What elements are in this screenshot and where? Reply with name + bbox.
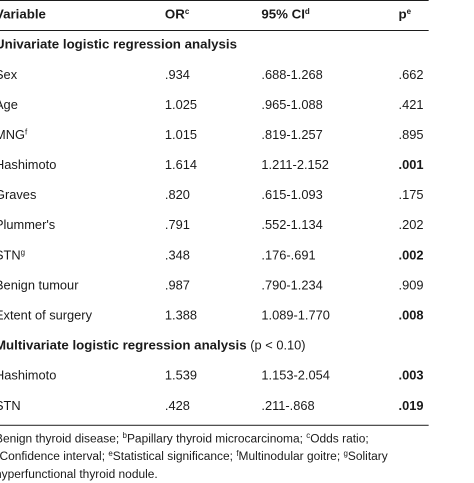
header-ci: 95% CId — [261, 7, 310, 23]
cell-p: .662 — [398, 68, 424, 83]
cell-variable: Extent of surgery — [0, 308, 93, 324]
cell-or: .987 — [164, 278, 190, 293]
cell-ci: 1.211-2.152 — [261, 158, 329, 173]
cell-variable: Graves — [0, 188, 37, 203]
section-title-univariate: Univariate logistic regression analysis — [0, 37, 238, 53]
table-row: Age 1.025 .965-1.088 .421 — [0, 90, 429, 120]
cell-ci: .552-1.134 — [261, 218, 323, 233]
cell-p: .895 — [398, 128, 424, 143]
cell-p: .008 — [398, 308, 424, 324]
header-row: Variable ORc 95% CId pe — [0, 0, 429, 30]
cell-or: 1.025 — [164, 98, 198, 113]
table-row: Plummer's .791 .552-1.134 .202 — [0, 211, 429, 241]
cell-or: .428 — [164, 399, 190, 414]
cell-ci: .176-.691 — [261, 248, 316, 263]
cell-variable: Age — [0, 98, 18, 113]
header-p: pe — [398, 7, 412, 23]
cell-or: .934 — [164, 68, 190, 83]
cell-p: .019 — [398, 399, 424, 414]
cell-p: .002 — [398, 248, 424, 263]
cell-ci: .965-1.088 — [261, 98, 323, 113]
table-row: Hashimoto 1.539 1.153-2.054 .003 — [0, 361, 429, 391]
cell-ci: .688-1.268 — [261, 68, 323, 83]
top-rule — [0, 0, 429, 1]
cell-or: 1.614 — [164, 158, 198, 173]
cell-variable: MNGf — [0, 127, 28, 143]
cell-ci: .615-1.093 — [261, 188, 323, 203]
table-row: Extent of surgery 1.388 1.089-1.770 .008 — [0, 301, 429, 331]
table-row: Benign tumour .987 .790-1.234 .909 — [0, 271, 429, 301]
cell-or: 1.539 — [164, 369, 198, 384]
table-row: Graves .820 .615-1.093 .175 — [0, 181, 429, 211]
table-row: STN .428 .211-.868 .019 — [0, 391, 429, 421]
bottom-rule — [0, 424, 429, 426]
header-rule — [0, 30, 429, 31]
cell-p: .001 — [398, 158, 424, 173]
cell-p: .909 — [398, 278, 424, 293]
cell-variable: Hashimoto — [0, 369, 57, 384]
cell-p: .421 — [398, 98, 424, 113]
header-variable: Variable — [0, 7, 46, 23]
cell-ci: .819-1.257 — [261, 128, 323, 143]
cell-or: .791 — [164, 218, 190, 233]
cell-or: .820 — [164, 188, 190, 203]
cell-ci: .211-.868 — [261, 399, 315, 414]
cell-or: 1.388 — [164, 308, 198, 324]
cell-or: 1.015 — [164, 128, 198, 143]
table-footnote: Benign thyroid disease; bPapillary thyro… — [0, 430, 388, 481]
cell-variable: Plummer's — [0, 218, 56, 233]
section-title-multivariate: Multivariate logistic regression analysi… — [0, 338, 306, 354]
cell-variable: Hashimoto — [0, 158, 57, 173]
cell-or: .348 — [164, 248, 190, 263]
header-or: ORc — [164, 7, 190, 23]
table-row: Sex .934 .688-1.268 .662 — [0, 60, 429, 90]
cell-variable: STN — [0, 399, 21, 414]
cell-ci: 1.153-2.054 — [261, 369, 330, 384]
table-row: STNg .348 .176-.691 .002 — [0, 241, 429, 271]
cell-variable: Benign tumour — [0, 278, 79, 293]
cell-ci: 1.089-1.770 — [261, 308, 330, 324]
cell-variable: Sex — [0, 68, 18, 83]
cell-ci: .790-1.234 — [261, 278, 323, 293]
table-row: Hashimoto 1.614 1.211-2.152 .001 — [0, 150, 429, 180]
table-row: MNGf 1.015 .819-1.257 .895 — [0, 120, 429, 150]
cell-p: .202 — [398, 218, 424, 233]
cell-p: .175 — [398, 188, 424, 203]
cell-p: .003 — [398, 369, 424, 384]
cell-variable: STNg — [0, 247, 26, 263]
